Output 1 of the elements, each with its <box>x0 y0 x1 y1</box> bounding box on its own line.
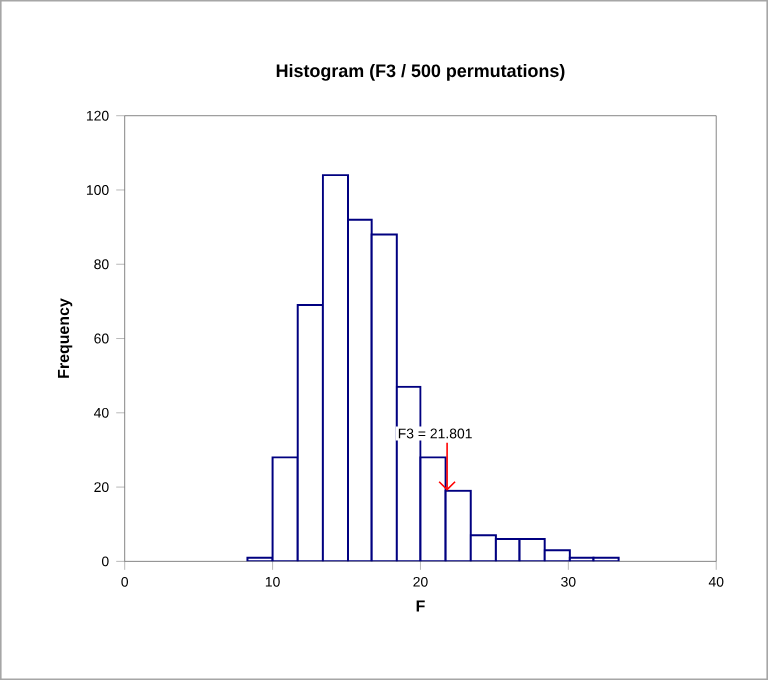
chart-title: Histogram (F3 / 500 permutations) <box>276 63 565 81</box>
